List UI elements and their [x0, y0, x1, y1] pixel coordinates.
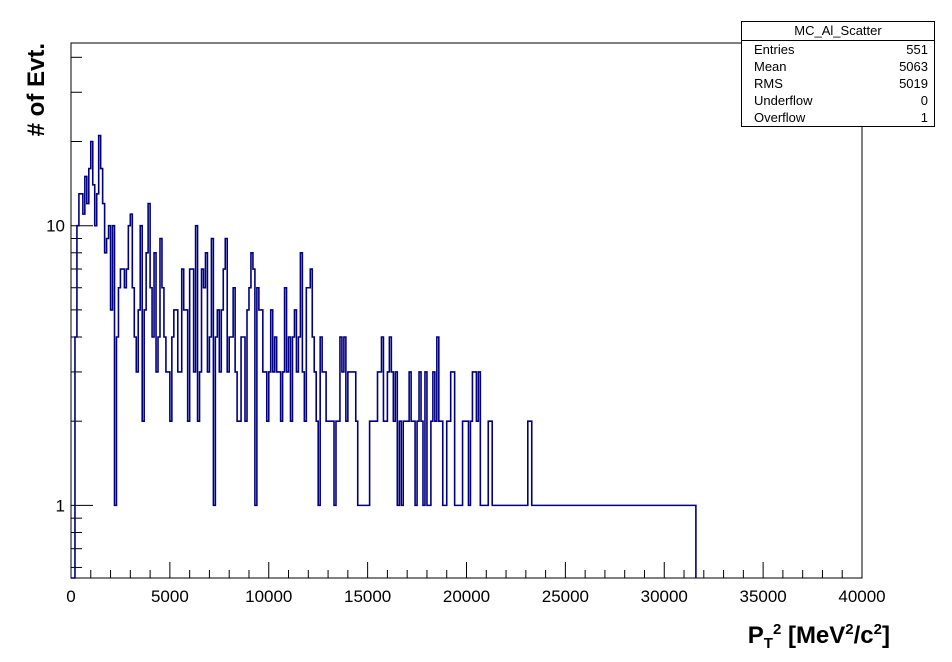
stats-title: MC_Al_Scatter	[742, 22, 934, 41]
x-tick-label: 35000	[739, 587, 786, 606]
x-axis-title: PT2 [MeV2/c2]	[748, 621, 890, 652]
x-tick-label: 10000	[245, 587, 292, 606]
stats-label: Entries	[754, 42, 795, 57]
histogram-line	[71, 134, 697, 579]
stats-box: MC_Al_Scatter Entries 551 Mean 5063 RMS 5019 U…	[741, 21, 935, 127]
stats-row: Entries 551	[742, 41, 934, 58]
x-tick-label: 5000	[151, 587, 189, 606]
stats-rows: Entries 551 Mean 5063 RMS 5019 Underflow 0 Overf…	[742, 41, 934, 126]
stats-label: Overflow	[754, 110, 806, 125]
x-tick-label: 15000	[344, 587, 391, 606]
x-tick-label: 20000	[443, 587, 490, 606]
stats-label: RMS	[754, 76, 783, 91]
x-tick-label: 25000	[542, 587, 589, 606]
stats-label: Underflow	[754, 93, 813, 108]
stats-value: 0	[920, 93, 928, 108]
y-axis-ticks: 1 10	[46, 56, 93, 568]
y-tick-label: 10	[46, 217, 65, 236]
x-tick-label: 40000	[838, 587, 885, 606]
stats-row: RMS 5019	[742, 75, 934, 92]
stats-label: Mean	[754, 59, 787, 74]
y-axis-title: # of Evt.	[23, 43, 50, 136]
x-tick-label: 0	[66, 587, 75, 606]
y-tick-label: 1	[56, 496, 65, 515]
stats-value: 1	[920, 110, 928, 125]
x-tick-label: 30000	[641, 587, 688, 606]
stats-value: 5019	[899, 76, 928, 91]
x-axis-ticks: 0 5000 10000 15000 20000 25000 30000 35000 40000	[66, 562, 886, 606]
stats-row: Underflow 0	[742, 92, 934, 109]
stats-value: 5063	[899, 59, 928, 74]
stats-value: 551	[906, 42, 928, 57]
stats-row: Mean 5063	[742, 58, 934, 75]
stats-row: Overflow 1	[742, 109, 934, 126]
